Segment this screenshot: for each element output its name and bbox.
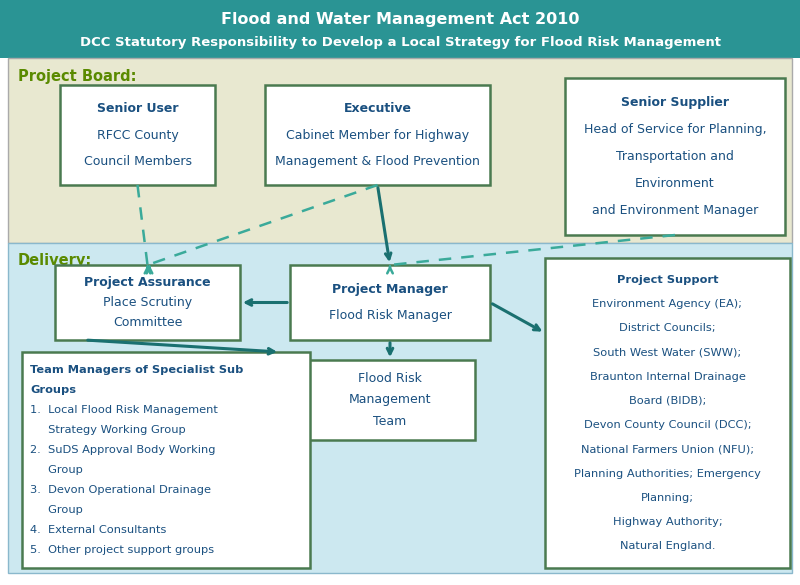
Text: 5.  Other project support groups: 5. Other project support groups <box>30 545 214 555</box>
Text: Committee: Committee <box>113 316 182 329</box>
Text: Highway Authority;: Highway Authority; <box>613 517 722 527</box>
Text: Delivery:: Delivery: <box>18 253 92 269</box>
Text: Team Managers of Specialist Sub: Team Managers of Specialist Sub <box>30 365 243 375</box>
Text: Project Support: Project Support <box>617 275 718 285</box>
Text: Flood Risk Manager: Flood Risk Manager <box>329 309 451 322</box>
Text: Flood and Water Management Act 2010: Flood and Water Management Act 2010 <box>221 12 579 27</box>
Bar <box>290 265 490 340</box>
Text: Flood Risk: Flood Risk <box>358 373 422 386</box>
Text: Management & Flood Prevention: Management & Flood Prevention <box>275 155 480 168</box>
Text: 4.  External Consultants: 4. External Consultants <box>30 525 166 535</box>
Text: Transportation and: Transportation and <box>616 150 734 163</box>
Text: Board (BIDB);: Board (BIDB); <box>629 396 706 406</box>
Bar <box>22 352 310 568</box>
Text: Council Members: Council Members <box>83 155 191 168</box>
Text: Head of Service for Planning,: Head of Service for Planning, <box>584 123 766 136</box>
Text: Planning;: Planning; <box>641 493 694 503</box>
Text: South West Water (SWW);: South West Water (SWW); <box>594 347 742 357</box>
Text: District Councils;: District Councils; <box>619 324 716 333</box>
Bar <box>305 360 475 440</box>
Bar <box>55 265 240 340</box>
Text: Project Manager: Project Manager <box>332 283 448 295</box>
Text: and Environment Manager: and Environment Manager <box>592 204 758 217</box>
Text: Senior Supplier: Senior Supplier <box>621 96 729 109</box>
Text: DCC Statutory Responsibility to Develop a Local Strategy for Flood Risk Manageme: DCC Statutory Responsibility to Develop … <box>79 36 721 49</box>
Text: Groups: Groups <box>30 385 76 395</box>
Text: Cabinet Member for Highway: Cabinet Member for Highway <box>286 129 469 142</box>
Text: Group: Group <box>30 465 83 475</box>
Bar <box>545 258 790 568</box>
Text: Environment: Environment <box>635 177 715 190</box>
Text: Project Board:: Project Board: <box>18 68 137 84</box>
Text: 3.  Devon Operational Drainage: 3. Devon Operational Drainage <box>30 485 211 495</box>
Text: Natural England.: Natural England. <box>620 541 715 551</box>
Bar <box>265 85 490 185</box>
Text: Braunton Internal Drainage: Braunton Internal Drainage <box>590 371 746 381</box>
Text: Group: Group <box>30 505 83 515</box>
Text: Management: Management <box>349 394 431 407</box>
Text: RFCC County: RFCC County <box>97 129 178 142</box>
Text: Project Assurance: Project Assurance <box>84 276 211 289</box>
Text: Executive: Executive <box>343 102 411 115</box>
Text: Team: Team <box>374 415 406 428</box>
Text: Environment Agency (EA);: Environment Agency (EA); <box>593 299 742 309</box>
Text: Planning Authorities; Emergency: Planning Authorities; Emergency <box>574 469 761 479</box>
Text: Devon County Council (DCC);: Devon County Council (DCC); <box>584 420 751 430</box>
Text: National Farmers Union (NFU);: National Farmers Union (NFU); <box>581 445 754 455</box>
Bar <box>8 243 792 573</box>
Text: Strategy Working Group: Strategy Working Group <box>30 425 186 435</box>
Bar <box>60 85 215 185</box>
Bar <box>0 0 800 58</box>
Text: Senior User: Senior User <box>97 102 178 115</box>
Text: Place Scrutiny: Place Scrutiny <box>103 296 192 309</box>
Bar <box>8 58 792 243</box>
Text: 2.  SuDS Approval Body Working: 2. SuDS Approval Body Working <box>30 445 215 455</box>
Text: 1.  Local Flood Risk Management: 1. Local Flood Risk Management <box>30 405 218 415</box>
Bar <box>565 78 785 235</box>
